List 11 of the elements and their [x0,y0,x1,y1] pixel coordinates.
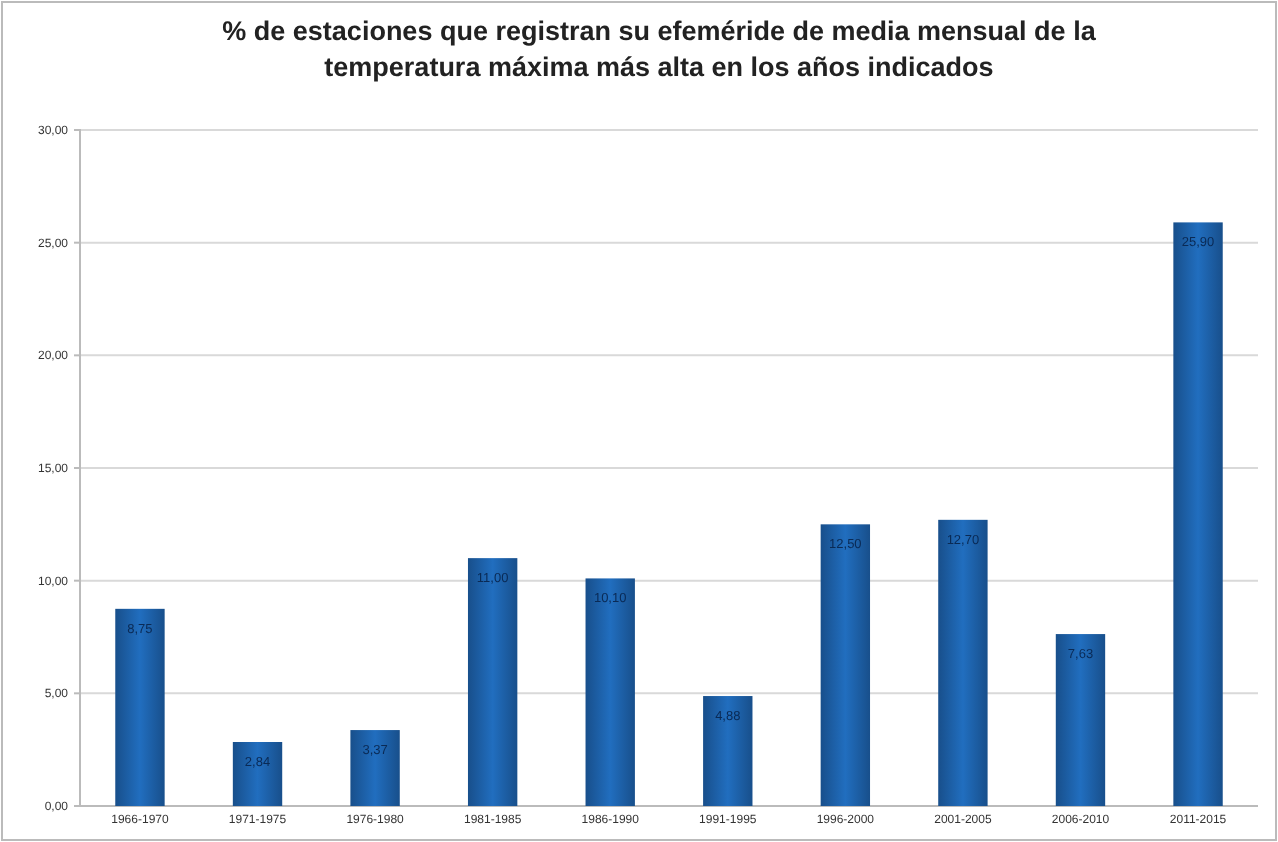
bar [1173,222,1223,806]
bar [232,742,283,806]
bar [820,524,871,806]
bar [350,730,400,806]
bar [115,608,165,806]
bar [938,519,988,806]
bar [467,558,518,806]
bar [585,578,635,806]
bar [703,696,753,806]
bar [1055,634,1106,806]
chart-title: % de estaciones que registran su efeméride de media mensual de la temperatura máxima más alta en los años indicados [222,16,1097,82]
